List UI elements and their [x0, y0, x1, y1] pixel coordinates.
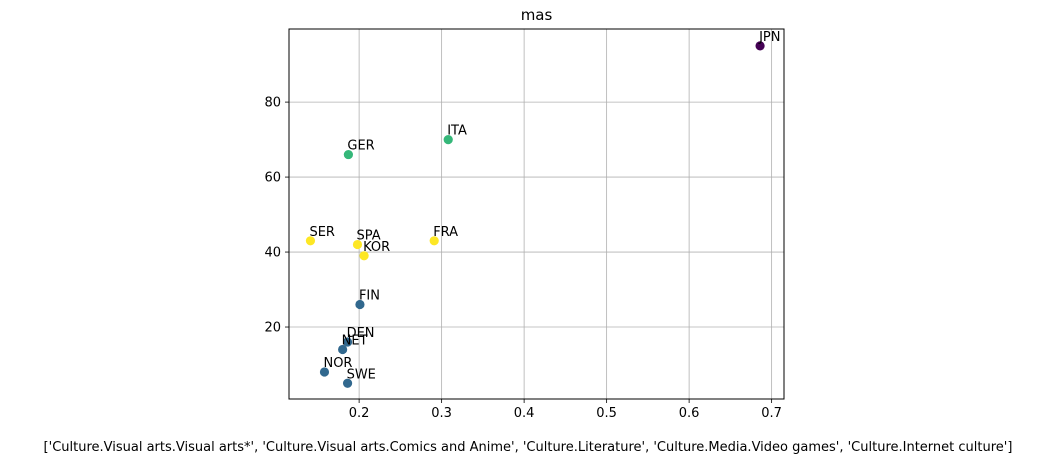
- point-label-ger: GER: [347, 139, 374, 154]
- x-tick-label: 0.5: [596, 406, 617, 421]
- y-tick-label: 20: [264, 321, 281, 336]
- x-tick-label: 0.2: [349, 406, 370, 421]
- point-label-nor: NOR: [323, 356, 352, 371]
- data-point-net: [338, 344, 348, 355]
- grid: [289, 29, 784, 399]
- data-point-swe: [342, 378, 353, 388]
- chart-title: mas: [521, 6, 553, 24]
- x-axis: 0.2 0.3 0.4 0.5 0.6 0.7: [349, 399, 782, 421]
- point-label-fra: FRA: [433, 225, 458, 240]
- point-label-spa: SPA: [356, 229, 380, 244]
- data-point-fin: [355, 299, 365, 310]
- x-tick-label: 0.6: [679, 406, 700, 421]
- data-point-jpn: [755, 41, 765, 51]
- data-point-spa: [352, 239, 363, 250]
- y-tick-label: 80: [264, 96, 281, 111]
- point-label-fin: FIN: [359, 289, 380, 304]
- point-label-den: DEN: [347, 326, 375, 341]
- x-tick-label: 0.7: [761, 406, 782, 421]
- point-label-jpn: JPN: [758, 30, 780, 45]
- data-point-fra: [429, 236, 439, 246]
- data-points: [305, 41, 765, 388]
- data-point-ger: [343, 149, 353, 160]
- x-tick-label: 0.3: [431, 406, 452, 421]
- y-tick-label: 60: [264, 171, 281, 186]
- x-tick-label: 0.4: [514, 406, 535, 421]
- plot-frame: [288, 28, 785, 400]
- point-label-swe: SWE: [347, 367, 376, 382]
- data-point-ser: [305, 236, 316, 246]
- data-point-nor: [319, 367, 330, 377]
- data-point-kor: [359, 251, 369, 261]
- x-axis-label: ['Culture.Visual arts.Visual arts*', 'Cu…: [44, 440, 1013, 455]
- y-axis: 20 40 60 80: [264, 96, 289, 336]
- point-label-ser: SER: [309, 225, 335, 240]
- point-label-ita: ITA: [447, 124, 467, 139]
- point-label-kor: KOR: [363, 240, 390, 255]
- y-tick-label: 40: [264, 246, 281, 261]
- point-label-net: NET: [342, 334, 368, 349]
- data-point-ita: [443, 134, 453, 145]
- data-point-den: [342, 337, 353, 347]
